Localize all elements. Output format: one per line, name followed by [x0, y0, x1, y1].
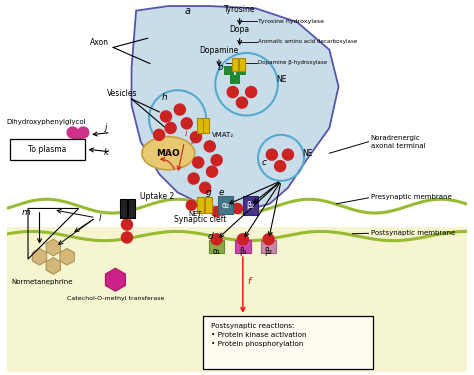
Text: Normetanephrine: Normetanephrine: [11, 279, 73, 285]
Text: NE: NE: [276, 75, 287, 84]
Bar: [197, 118, 202, 133]
Text: b: b: [218, 63, 224, 72]
Bar: [230, 75, 240, 84]
Text: To plasma: To plasma: [28, 145, 67, 154]
Text: Vesicles: Vesicles: [107, 89, 137, 98]
Text: β₂: β₂: [246, 201, 254, 210]
Bar: [237, 66, 246, 75]
Circle shape: [191, 132, 201, 142]
Text: NE: NE: [303, 148, 313, 158]
Text: Aromatic amino acid decarboxylase: Aromatic amino acid decarboxylase: [258, 39, 357, 44]
Text: e: e: [219, 188, 224, 196]
Circle shape: [266, 149, 277, 160]
Circle shape: [204, 141, 215, 152]
Text: Postsynaptic reactions:
• Protein kinase activation
• Protein phosphorylation: Postsynaptic reactions: • Protein kinase…: [210, 322, 306, 346]
Text: Dopamine: Dopamine: [199, 46, 238, 56]
Text: τ: τ: [164, 148, 170, 157]
Text: MAO: MAO: [156, 149, 180, 158]
Text: a: a: [184, 6, 191, 16]
FancyBboxPatch shape: [10, 138, 85, 160]
Text: Dopa: Dopa: [229, 25, 250, 34]
Text: l: l: [99, 214, 101, 223]
Circle shape: [161, 111, 172, 122]
Text: m: m: [22, 209, 31, 218]
Bar: [205, 197, 212, 213]
Circle shape: [200, 182, 210, 193]
Circle shape: [237, 234, 248, 245]
Bar: [243, 196, 257, 215]
Circle shape: [67, 127, 78, 138]
Text: α₁: α₁: [213, 247, 220, 256]
Bar: [235, 240, 251, 253]
Polygon shape: [7, 227, 467, 372]
Circle shape: [237, 97, 247, 108]
Bar: [239, 57, 245, 71]
Bar: [261, 240, 276, 253]
FancyBboxPatch shape: [203, 316, 373, 369]
Text: i: i: [184, 129, 187, 138]
Bar: [232, 57, 238, 71]
Circle shape: [174, 104, 185, 115]
Text: k: k: [104, 148, 109, 157]
Circle shape: [211, 234, 222, 245]
Text: Dihydroxyphenylglycol: Dihydroxyphenylglycol: [7, 119, 86, 125]
Circle shape: [274, 160, 286, 172]
Text: Presynaptic membrane: Presynaptic membrane: [371, 194, 452, 200]
Text: Tyrosine: Tyrosine: [224, 5, 255, 14]
Bar: [128, 199, 135, 217]
Text: g: g: [206, 188, 212, 196]
Ellipse shape: [142, 136, 195, 170]
Circle shape: [78, 127, 89, 138]
Bar: [219, 196, 233, 214]
Circle shape: [227, 87, 238, 98]
Text: c: c: [261, 158, 266, 167]
Text: α₂: α₂: [222, 201, 230, 210]
Text: Catechol-O-methyl transferase: Catechol-O-methyl transferase: [67, 297, 164, 302]
Bar: [203, 118, 209, 133]
Text: Tyrosine hydroxylase: Tyrosine hydroxylase: [258, 19, 324, 24]
Circle shape: [188, 173, 199, 184]
Text: NET: NET: [188, 211, 202, 217]
Bar: [225, 66, 234, 75]
Text: β₂: β₂: [264, 247, 273, 256]
Circle shape: [154, 129, 164, 140]
Circle shape: [121, 232, 132, 243]
Circle shape: [263, 234, 274, 245]
Circle shape: [181, 118, 192, 129]
Circle shape: [211, 154, 222, 166]
Bar: [197, 197, 204, 213]
Polygon shape: [131, 6, 338, 210]
Text: Noradrenergic
axonal terminal: Noradrenergic axonal terminal: [371, 135, 425, 149]
Circle shape: [186, 200, 196, 210]
Text: Postsynaptic membrane: Postsynaptic membrane: [371, 230, 455, 236]
Bar: [120, 199, 127, 217]
Text: j: j: [104, 123, 107, 132]
Circle shape: [207, 166, 218, 177]
Text: β₁: β₁: [239, 247, 247, 256]
Circle shape: [246, 87, 256, 98]
Text: VMAT₂: VMAT₂: [212, 132, 234, 138]
Bar: [209, 240, 225, 253]
Circle shape: [193, 157, 204, 168]
Circle shape: [121, 219, 132, 230]
Text: Axon: Axon: [90, 38, 109, 47]
Text: d: d: [208, 232, 213, 241]
Text: f: f: [247, 278, 251, 286]
Circle shape: [232, 203, 242, 213]
Text: h: h: [162, 93, 167, 102]
Circle shape: [211, 207, 222, 217]
Circle shape: [165, 122, 176, 134]
Circle shape: [72, 136, 83, 147]
Text: Dopamine β-hydroxylase: Dopamine β-hydroxylase: [258, 60, 327, 65]
Text: Uptake 2: Uptake 2: [140, 192, 174, 201]
Text: Synaptic cleft: Synaptic cleft: [174, 215, 227, 224]
Circle shape: [283, 149, 293, 160]
